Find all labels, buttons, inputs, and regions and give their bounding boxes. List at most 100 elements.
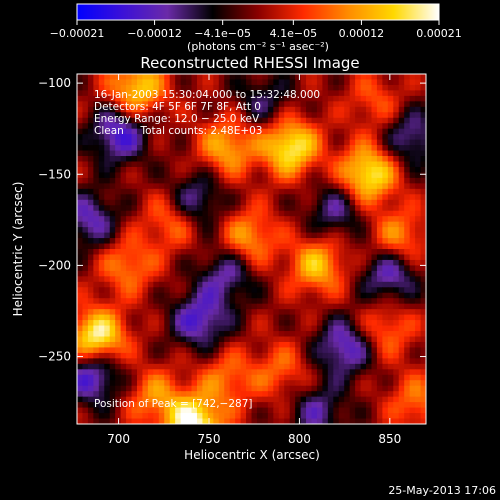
heatmap-cell: [196, 369, 204, 376]
heatmap-cell: [240, 380, 247, 387]
heatmap-cell: [147, 128, 154, 135]
heatmap-cell: [240, 227, 247, 234]
heatmap-cell: [115, 281, 122, 288]
heatmap-cell: [126, 309, 133, 316]
heatmap-cell: [251, 117, 258, 124]
heatmap-cell: [87, 287, 94, 294]
heatmap-cell: [349, 259, 356, 267]
heatmap-cell: [229, 74, 236, 81]
heatmap-cell: [82, 259, 89, 267]
heatmap-cell: [366, 216, 373, 223]
heatmap-cell: [420, 358, 426, 365]
heatmap-cell: [360, 172, 367, 179]
heatmap-cell: [404, 79, 411, 86]
heatmap-cell: [300, 227, 307, 234]
heatmap-cell: [109, 374, 116, 381]
heatmap-cell: [126, 331, 133, 338]
heatmap-cell: [164, 314, 171, 321]
heatmap-cell: [82, 101, 89, 108]
heatmap-cell: [316, 210, 323, 217]
heatmap-cell: [109, 281, 116, 288]
heatmap-cell: [262, 183, 269, 190]
heatmap-cell: [164, 112, 171, 119]
heatmap-cell: [93, 150, 100, 157]
heatmap-cell: [251, 221, 258, 228]
heatmap-cell: [191, 331, 198, 338]
heatmap-cell: [246, 166, 253, 174]
heatmap-cell: [387, 95, 394, 102]
heatmap-cell: [120, 128, 127, 135]
heatmap-cell: [229, 95, 236, 102]
heatmap-cell: [262, 309, 269, 316]
heatmap-cell: [371, 336, 378, 343]
heatmap-cell: [131, 259, 138, 267]
heatmap-cell: [306, 254, 313, 261]
heatmap-cell: [147, 320, 154, 327]
heatmap-cell: [136, 325, 144, 332]
heatmap-cell: [191, 243, 198, 250]
heatmap-cell: [311, 117, 318, 124]
heatmap-cell: [409, 194, 416, 201]
heatmap-cell: [360, 199, 367, 206]
heatmap-cell: [355, 188, 362, 195]
heatmap-cell: [180, 232, 187, 239]
heatmap-cell: [262, 281, 269, 288]
heatmap-cell: [273, 177, 280, 184]
heatmap-cell: [295, 232, 302, 239]
heatmap-cell: [98, 249, 105, 256]
heatmap-cell: [322, 385, 329, 392]
heatmap-cell: [316, 90, 323, 97]
heatmap-cell: [251, 402, 258, 409]
heatmap-cell: [366, 292, 373, 299]
heatmap-cell: [180, 320, 187, 327]
heatmap-cell: [300, 101, 307, 108]
heatmap-cell: [93, 341, 100, 349]
heatmap-cell: [306, 145, 313, 152]
heatmap-cell: [126, 238, 133, 245]
heatmap-cell: [262, 194, 269, 201]
heatmap-cell: [93, 221, 100, 228]
heatmap-cell: [322, 314, 329, 321]
heatmap-cell: [120, 84, 127, 92]
heatmap-cell: [120, 396, 127, 403]
heatmap-cell: [229, 341, 236, 349]
heatmap-cell: [355, 402, 362, 409]
heatmap-cell: [398, 95, 405, 102]
heatmap-cell: [120, 145, 127, 152]
heatmap-cell: [338, 298, 345, 305]
heatmap-cell: [180, 145, 187, 152]
heatmap-cell: [153, 74, 160, 81]
heatmap-cell: [267, 194, 274, 201]
heatmap-cell: [218, 298, 225, 305]
heatmap-cell: [393, 363, 400, 370]
heatmap-cell: [115, 79, 122, 86]
heatmap-cell: [376, 106, 383, 113]
heatmap-cell: [393, 227, 400, 234]
heatmap-cell: [115, 380, 122, 387]
heatmap-cell: [98, 84, 105, 92]
heatmap-cell: [153, 232, 160, 239]
heatmap-cell: [246, 101, 253, 108]
heatmap-cell: [300, 281, 307, 288]
heatmap-cell: [284, 128, 291, 135]
heatmap-cell: [196, 347, 204, 354]
heatmap-cell: [344, 303, 351, 310]
heatmap-cell: [153, 249, 160, 256]
heatmap-cell: [169, 117, 176, 124]
heatmap-cell: [207, 145, 214, 152]
heatmap-cell: [164, 303, 171, 310]
heatmap-cell: [322, 90, 329, 97]
heatmap-cell: [202, 172, 209, 179]
heatmap-cell: [376, 314, 383, 321]
heatmap-cell: [246, 325, 253, 332]
heatmap-cell: [164, 259, 171, 267]
heatmap-cell: [273, 106, 280, 113]
heatmap-cell: [191, 210, 198, 217]
heatmap-cell: [158, 331, 165, 338]
heatmap-cell: [120, 112, 127, 119]
heatmap-cell: [136, 352, 144, 359]
heatmap-cell: [153, 90, 160, 97]
heatmap-cell: [87, 352, 94, 359]
heatmap-cell: [175, 259, 182, 267]
heatmap-cell: [376, 320, 383, 327]
